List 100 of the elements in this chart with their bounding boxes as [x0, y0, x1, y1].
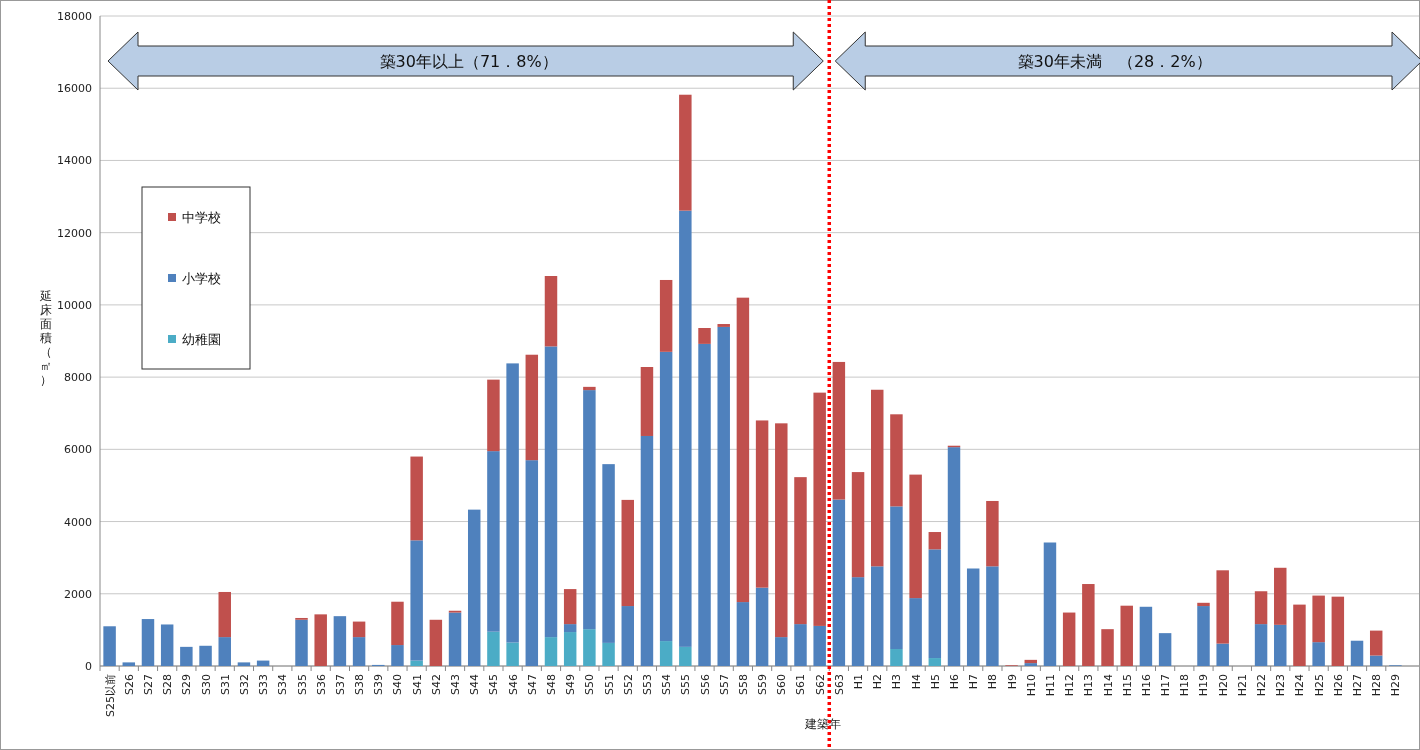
y-tick-label: 8000 — [64, 371, 92, 385]
bar — [141, 619, 155, 666]
bar — [659, 351, 673, 642]
bar — [621, 606, 634, 666]
x-tick-label: S57 — [717, 674, 731, 695]
x-tick-label: H16 — [1139, 674, 1153, 697]
bar — [1312, 595, 1325, 643]
bar — [160, 624, 174, 666]
x-tick-label: S42 — [429, 674, 443, 695]
x-tick-label: S59 — [756, 674, 770, 695]
bar — [448, 612, 462, 666]
y-tick-label: 12000 — [57, 226, 92, 240]
bar — [986, 500, 999, 567]
legend-label: 中学校 — [182, 210, 221, 225]
x-tick-label: S60 — [775, 674, 789, 695]
x-tick-label: S30 — [199, 674, 213, 695]
annotation: 築30年未満 （28．2%） — [1017, 52, 1212, 71]
bar — [909, 598, 922, 666]
bar — [1254, 624, 1268, 666]
bar — [871, 566, 884, 666]
x-tick-label: H21 — [1235, 674, 1249, 697]
x-tick-label: H25 — [1312, 674, 1326, 697]
bar — [717, 324, 730, 327]
x-tick-label: H11 — [1043, 674, 1057, 697]
bar — [659, 641, 673, 666]
bar — [832, 499, 846, 666]
y-tick-label: 0 — [85, 660, 92, 673]
bar — [890, 506, 903, 650]
y-tick-label: 2000 — [64, 587, 92, 601]
x-tick-label: S63 — [832, 674, 846, 695]
x-tick-label: H14 — [1101, 674, 1115, 697]
bar — [1274, 624, 1287, 666]
bar — [1101, 629, 1114, 666]
x-axis-title: 建築年 — [803, 717, 841, 731]
x-tick-label: S41 — [410, 674, 424, 695]
bar — [890, 649, 903, 666]
x-tick-label: S32 — [237, 674, 251, 695]
bar — [1331, 596, 1345, 666]
bar — [890, 414, 903, 507]
bar — [909, 474, 922, 599]
bar — [1197, 606, 1210, 666]
bar — [103, 626, 116, 666]
bar — [314, 614, 327, 666]
x-tick-label: S34 — [276, 674, 290, 695]
bar — [583, 390, 596, 630]
x-tick-label: S25以前 — [103, 674, 117, 717]
bar — [333, 616, 347, 666]
y-tick-label: 14000 — [57, 154, 92, 168]
bar — [755, 420, 769, 588]
x-tick-label: H22 — [1255, 674, 1269, 697]
bar — [717, 326, 730, 666]
bar — [180, 646, 193, 666]
x-tick-label: S49 — [564, 674, 578, 695]
bar — [736, 297, 750, 603]
x-tick-label: S37 — [333, 674, 347, 695]
bar — [218, 637, 231, 666]
x-tick-label: H18 — [1178, 674, 1192, 697]
x-tick-label: S28 — [161, 674, 175, 695]
bar — [410, 456, 423, 541]
bar — [199, 645, 212, 666]
bar — [679, 210, 692, 647]
annotation: 築30年以上（71．8%） — [379, 52, 558, 71]
bar — [755, 587, 769, 666]
bar — [966, 568, 980, 666]
bar — [544, 637, 558, 666]
x-tick-label: H7 — [967, 674, 981, 690]
bar — [928, 658, 942, 666]
bar — [391, 601, 404, 646]
x-tick-label: S31 — [218, 674, 232, 695]
x-tick-label: S52 — [621, 674, 635, 695]
bar — [237, 662, 251, 666]
x-tick-label: S62 — [813, 674, 827, 695]
x-tick-label: S33 — [257, 674, 271, 695]
x-tick-label: H3 — [890, 674, 904, 690]
bar — [122, 662, 136, 666]
x-tick-label: H1 — [852, 674, 866, 690]
bar — [794, 624, 807, 666]
bar — [775, 637, 788, 666]
bar — [679, 646, 692, 666]
bar — [640, 435, 654, 666]
x-tick-label: S46 — [506, 674, 520, 695]
bar — [487, 379, 500, 452]
bar — [928, 549, 942, 659]
bar — [583, 629, 596, 666]
bar — [352, 621, 366, 638]
x-tick-label: H17 — [1159, 674, 1173, 697]
y-tick-label: 18000 — [57, 10, 92, 23]
y-axis-title: 延床面積（㎡） — [40, 289, 52, 387]
bar — [871, 389, 884, 567]
x-tick-label: H10 — [1024, 674, 1038, 697]
bar — [506, 642, 519, 666]
x-tick-label: S61 — [794, 674, 808, 695]
bar — [1120, 605, 1133, 666]
bar — [1274, 567, 1287, 625]
bar — [1350, 640, 1364, 666]
x-tick-label: H2 — [871, 674, 885, 690]
x-tick-label: S40 — [391, 674, 405, 695]
bar — [1082, 584, 1095, 666]
bar — [832, 361, 846, 500]
x-tick-label: H5 — [928, 674, 942, 690]
